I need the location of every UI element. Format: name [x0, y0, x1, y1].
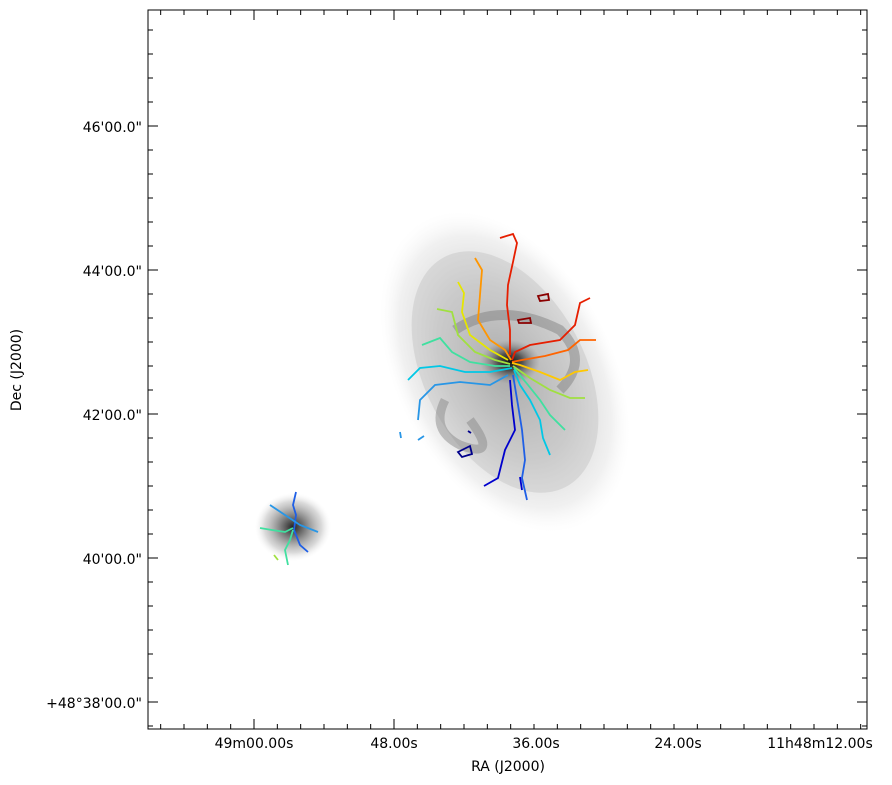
- y-tick-label: 40'00.0": [83, 552, 142, 568]
- y-tick-label: 44'00.0": [83, 264, 142, 280]
- x-axis-title: RA (J2000): [471, 759, 545, 775]
- y-axis-title: Dec (J2000): [9, 329, 25, 411]
- y-tick-label: +48°38'00.0": [46, 696, 142, 712]
- y-tick-label: 42'00.0": [83, 408, 142, 424]
- x-tick-label: 49m00.00s: [215, 736, 294, 752]
- x-tick-labels: 49m00.00s 48.00s 36.00s 24.00s 11h48m12.…: [215, 736, 873, 752]
- y-tick-label: 46'00.0": [83, 120, 142, 136]
- x-tick-label: 24.00s: [654, 736, 701, 752]
- y-tick-labels: 46'00.0" 44'00.0" 42'00.0" 40'00.0" +48°…: [46, 120, 142, 712]
- x-tick-label: 36.00s: [512, 736, 559, 752]
- companion-velocity-contours: [259, 491, 319, 566]
- main-galaxy-image: [380, 211, 630, 533]
- main-velocity-contours: [399, 232, 596, 501]
- x-tick-label: 48.00s: [370, 736, 417, 752]
- x-tick-label: 11h48m12.00s: [767, 736, 873, 752]
- tick-marks: [148, 10, 867, 729]
- companion-galaxy-image: [255, 493, 331, 561]
